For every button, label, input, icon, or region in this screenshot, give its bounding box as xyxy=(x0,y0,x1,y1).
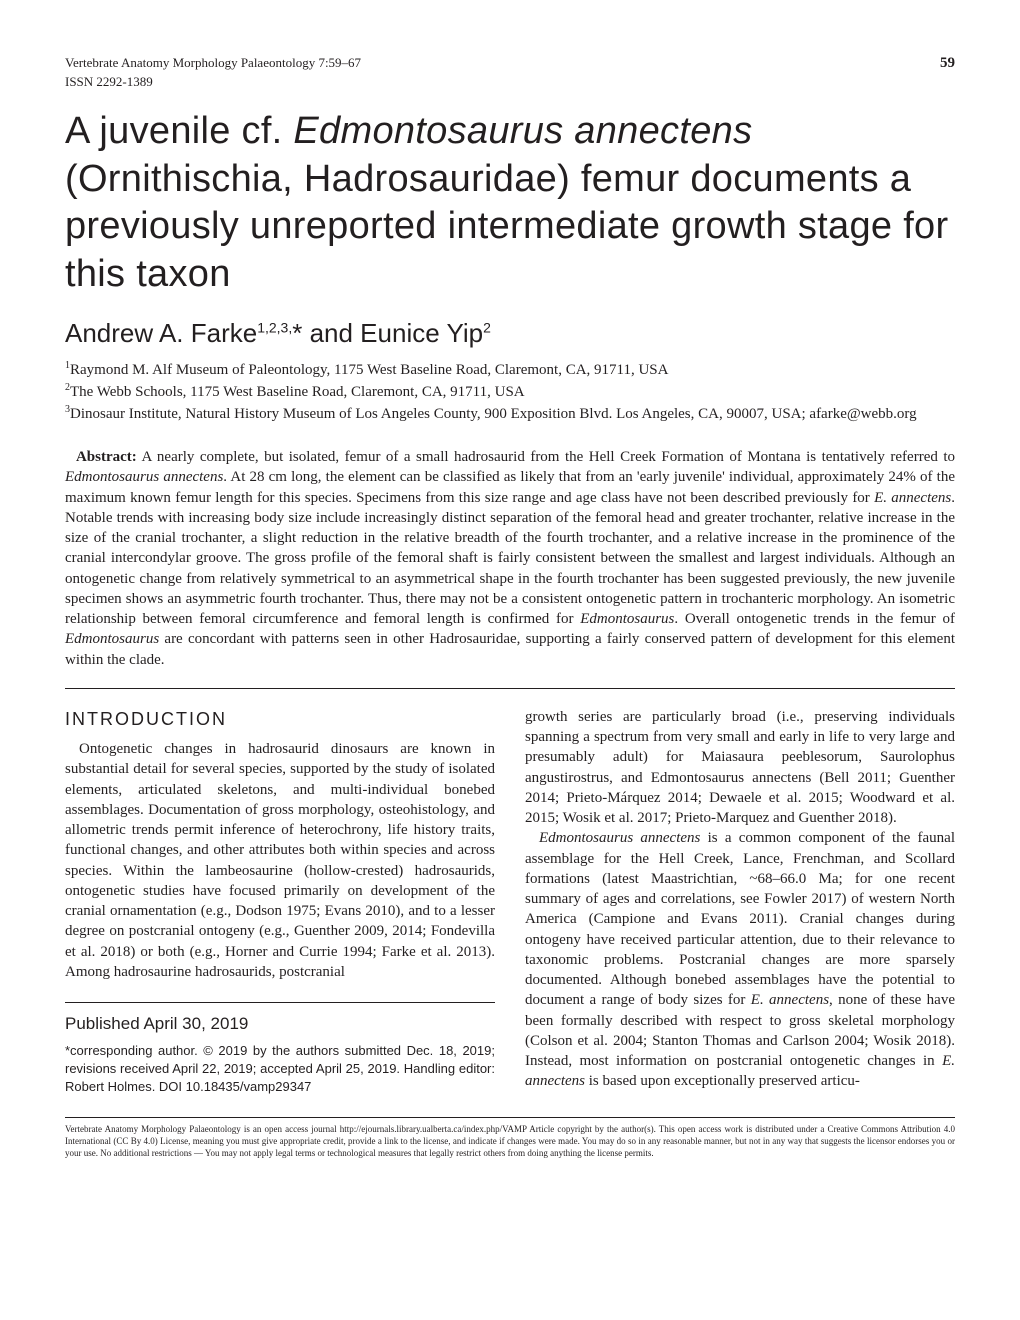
footnote-divider xyxy=(65,1002,495,1003)
header-row: Vertebrate Anatomy Morphology Palaeontol… xyxy=(65,55,955,72)
intro-paragraph-left: Ontogenetic changes in hadrosaurid dinos… xyxy=(65,739,495,982)
journal-name: Vertebrate Anatomy Morphology Palaeontol… xyxy=(65,55,361,72)
page-number: 59 xyxy=(940,55,955,72)
intro-paragraph-right-2: Edmontosaurus annectens is a common comp… xyxy=(525,828,955,1091)
body-columns: INTRODUCTION Ontogenetic changes in hadr… xyxy=(65,707,955,1097)
issn: ISSN 2292-1389 xyxy=(65,74,955,90)
introduction-heading: INTRODUCTION xyxy=(65,707,495,731)
left-column: INTRODUCTION Ontogenetic changes in hadr… xyxy=(65,707,495,1097)
license-text: Vertebrate Anatomy Morphology Palaeontol… xyxy=(65,1123,955,1159)
footnote-text: *corresponding author. © 2019 by the aut… xyxy=(65,1042,495,1097)
abstract: Abstract: A nearly complete, but isolate… xyxy=(65,447,955,670)
intro-paragraph-right-1: growth series are particularly broad (i.… xyxy=(525,707,955,829)
affiliations: 1Raymond M. Alf Museum of Paleontology, … xyxy=(65,359,955,425)
right-column: growth series are particularly broad (i.… xyxy=(525,707,955,1097)
authors: Andrew A. Farke1,2,3,* and Eunice Yip2 xyxy=(65,318,955,349)
license-divider xyxy=(65,1117,955,1118)
publication-date: Published April 30, 2019 xyxy=(65,1013,495,1036)
divider xyxy=(65,688,955,689)
article-title: A juvenile cf. Edmontosaurus annectens (… xyxy=(65,108,955,298)
